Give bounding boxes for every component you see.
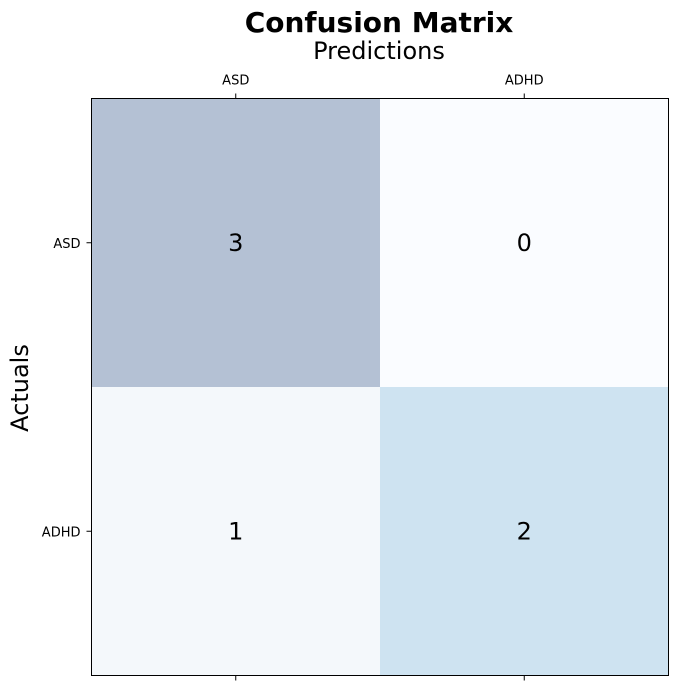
- heatmap-cell: [91, 98, 380, 387]
- y-tick-label: ADHD: [42, 525, 81, 540]
- cell-value-label: 3: [228, 229, 243, 257]
- heatmap-cell: [380, 98, 669, 387]
- x-tick-label: ADHD: [505, 74, 544, 89]
- heatmap-cell: [380, 387, 669, 676]
- heatmap-cell: [91, 387, 380, 676]
- cell-value-label: 0: [517, 229, 532, 257]
- x-tick-label: ASD: [222, 74, 249, 89]
- cell-value-label: 2: [517, 517, 532, 545]
- chart-title: Confusion Matrix: [245, 6, 514, 39]
- plot-frame: [91, 98, 669, 676]
- y-tick-label: ASD: [53, 237, 80, 252]
- heatmap-cells: 3 0 1 2: [91, 98, 669, 676]
- cell-value-label: 1: [228, 517, 243, 545]
- x-axis-label: Predictions: [313, 37, 445, 65]
- axis-ticks: ASD ADHD ASD ADHD: [42, 74, 544, 681]
- y-axis-label: Actuals: [6, 344, 34, 432]
